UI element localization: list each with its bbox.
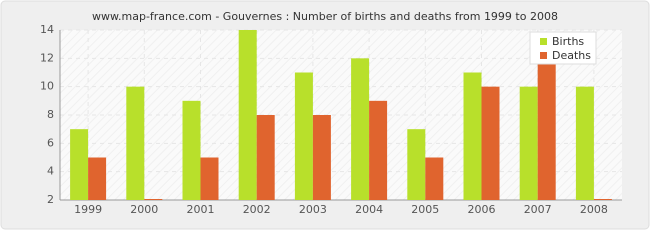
x-tick-label: 1999 (74, 203, 102, 216)
bar (312, 115, 331, 200)
y-tick-label: 2 (47, 193, 54, 206)
bar (575, 86, 594, 200)
bar (144, 199, 163, 200)
legend-label: Deaths (552, 49, 591, 62)
chart-title: www.map-france.com - Gouvernes : Number … (92, 10, 558, 23)
bar (238, 30, 257, 200)
y-tick-label: 6 (47, 136, 54, 149)
x-tick-label: 2007 (524, 203, 552, 216)
bar (200, 157, 219, 200)
bar (256, 115, 275, 200)
bar (351, 58, 370, 201)
bar (425, 157, 444, 200)
bar (88, 157, 107, 200)
bar (593, 199, 612, 200)
bar (463, 72, 482, 200)
bar (369, 100, 388, 200)
x-tick-label: 2005 (411, 203, 439, 216)
bar (407, 129, 426, 200)
x-tick-label: 2008 (580, 203, 608, 216)
bar (126, 86, 145, 200)
bar (537, 58, 556, 201)
legend-label: Births (552, 35, 584, 48)
x-tick-label: 2001 (187, 203, 215, 216)
bar (182, 100, 201, 200)
bar (70, 129, 89, 200)
x-tick-label: 2006 (468, 203, 496, 216)
x-tick-label: 2003 (299, 203, 327, 216)
y-tick-label: 14 (40, 23, 54, 36)
y-tick-label: 4 (47, 165, 54, 178)
x-tick-label: 2004 (355, 203, 383, 216)
y-tick-label: 8 (47, 108, 54, 121)
chart: www.map-france.com - Gouvernes : Number … (0, 0, 650, 230)
bar (519, 86, 538, 200)
y-tick-label: 12 (40, 51, 54, 64)
bar (481, 86, 500, 200)
y-tick-label: 10 (40, 80, 54, 93)
x-tick-label: 2000 (130, 203, 158, 216)
legend-swatch (540, 52, 547, 59)
legend-swatch (540, 38, 547, 45)
x-tick-label: 2002 (243, 203, 271, 216)
bar (294, 72, 313, 200)
